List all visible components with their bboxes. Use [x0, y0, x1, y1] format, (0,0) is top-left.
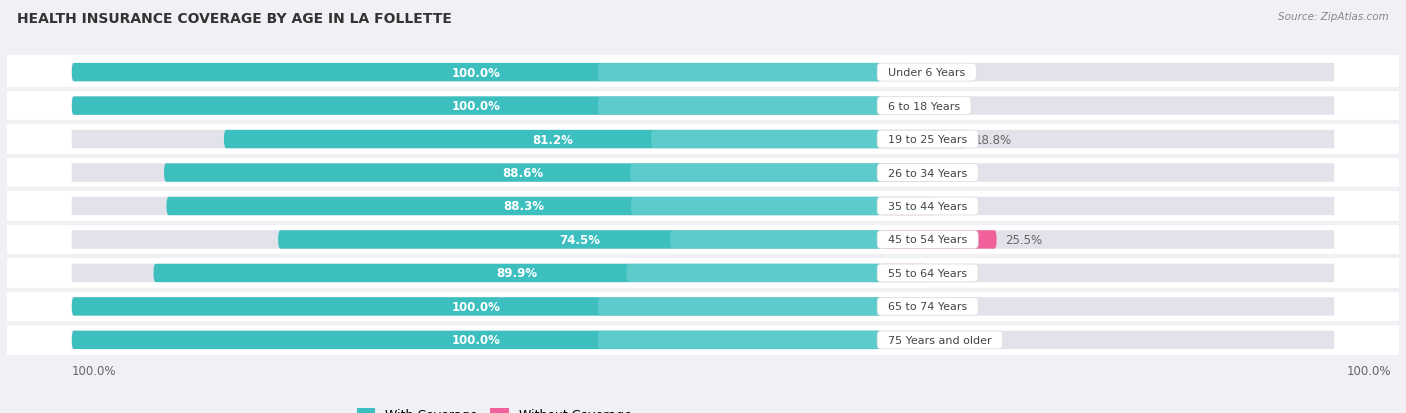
- FancyBboxPatch shape: [7, 323, 1399, 357]
- Text: 100.0%: 100.0%: [72, 364, 117, 377]
- FancyBboxPatch shape: [72, 131, 882, 149]
- Text: 74.5%: 74.5%: [560, 233, 600, 247]
- FancyBboxPatch shape: [882, 197, 934, 216]
- Text: 88.3%: 88.3%: [503, 200, 544, 213]
- FancyBboxPatch shape: [882, 131, 966, 149]
- Text: 89.9%: 89.9%: [496, 267, 538, 280]
- Text: HEALTH INSURANCE COVERAGE BY AGE IN LA FOLLETTE: HEALTH INSURANCE COVERAGE BY AGE IN LA F…: [17, 12, 451, 26]
- FancyBboxPatch shape: [882, 264, 927, 282]
- FancyBboxPatch shape: [165, 164, 882, 182]
- Text: 35 to 44 Years: 35 to 44 Years: [882, 202, 974, 211]
- FancyBboxPatch shape: [882, 297, 1334, 316]
- FancyBboxPatch shape: [72, 331, 882, 349]
- FancyBboxPatch shape: [72, 64, 882, 82]
- Text: 75 Years and older: 75 Years and older: [882, 335, 998, 345]
- FancyBboxPatch shape: [72, 297, 882, 316]
- FancyBboxPatch shape: [278, 231, 882, 249]
- FancyBboxPatch shape: [72, 331, 882, 349]
- FancyBboxPatch shape: [72, 297, 882, 316]
- Text: 0.0%: 0.0%: [889, 300, 918, 313]
- FancyBboxPatch shape: [882, 331, 1334, 349]
- FancyBboxPatch shape: [598, 64, 882, 82]
- FancyBboxPatch shape: [7, 123, 1399, 157]
- FancyBboxPatch shape: [72, 97, 882, 116]
- FancyBboxPatch shape: [7, 290, 1399, 323]
- FancyBboxPatch shape: [651, 131, 882, 149]
- FancyBboxPatch shape: [882, 231, 1334, 249]
- FancyBboxPatch shape: [882, 231, 997, 249]
- FancyBboxPatch shape: [598, 331, 882, 349]
- FancyBboxPatch shape: [7, 223, 1399, 256]
- FancyBboxPatch shape: [671, 231, 882, 249]
- FancyBboxPatch shape: [882, 97, 1334, 116]
- Text: 10.1%: 10.1%: [935, 267, 972, 280]
- FancyBboxPatch shape: [7, 56, 1399, 90]
- Text: Source: ZipAtlas.com: Source: ZipAtlas.com: [1278, 12, 1389, 22]
- Legend: With Coverage, Without Coverage: With Coverage, Without Coverage: [352, 404, 637, 413]
- FancyBboxPatch shape: [882, 197, 1334, 216]
- FancyBboxPatch shape: [72, 231, 882, 249]
- FancyBboxPatch shape: [72, 164, 882, 182]
- Text: 11.5%: 11.5%: [941, 166, 979, 180]
- FancyBboxPatch shape: [72, 264, 882, 282]
- FancyBboxPatch shape: [72, 97, 882, 116]
- FancyBboxPatch shape: [882, 131, 1334, 149]
- Text: 0.0%: 0.0%: [889, 334, 918, 347]
- Text: 65 to 74 Years: 65 to 74 Years: [882, 301, 974, 312]
- Text: 18.8%: 18.8%: [974, 133, 1011, 146]
- FancyBboxPatch shape: [7, 157, 1399, 190]
- FancyBboxPatch shape: [7, 90, 1399, 123]
- FancyBboxPatch shape: [7, 190, 1399, 223]
- FancyBboxPatch shape: [224, 131, 882, 149]
- Text: 100.0%: 100.0%: [451, 66, 501, 79]
- FancyBboxPatch shape: [627, 264, 882, 282]
- FancyBboxPatch shape: [166, 197, 882, 216]
- Text: 55 to 64 Years: 55 to 64 Years: [882, 268, 974, 278]
- Text: Under 6 Years: Under 6 Years: [882, 68, 973, 78]
- Text: 88.6%: 88.6%: [502, 166, 543, 180]
- FancyBboxPatch shape: [882, 164, 1334, 182]
- FancyBboxPatch shape: [630, 164, 882, 182]
- Text: 100.0%: 100.0%: [451, 300, 501, 313]
- FancyBboxPatch shape: [598, 97, 882, 116]
- FancyBboxPatch shape: [153, 264, 882, 282]
- Text: 0.0%: 0.0%: [889, 100, 918, 113]
- Text: 0.0%: 0.0%: [889, 66, 918, 79]
- Text: 26 to 34 Years: 26 to 34 Years: [882, 168, 974, 178]
- Text: 19 to 25 Years: 19 to 25 Years: [882, 135, 974, 145]
- FancyBboxPatch shape: [598, 297, 882, 316]
- FancyBboxPatch shape: [882, 64, 1334, 82]
- Text: 45 to 54 Years: 45 to 54 Years: [882, 235, 974, 245]
- Text: 100.0%: 100.0%: [1347, 364, 1391, 377]
- Text: 100.0%: 100.0%: [451, 100, 501, 113]
- Text: 25.5%: 25.5%: [1005, 233, 1042, 247]
- Text: 6 to 18 Years: 6 to 18 Years: [882, 101, 967, 112]
- FancyBboxPatch shape: [631, 197, 882, 216]
- Text: 81.2%: 81.2%: [531, 133, 572, 146]
- FancyBboxPatch shape: [882, 264, 1334, 282]
- FancyBboxPatch shape: [72, 64, 882, 82]
- Text: 100.0%: 100.0%: [451, 334, 501, 347]
- FancyBboxPatch shape: [72, 197, 882, 216]
- Text: 11.7%: 11.7%: [942, 200, 980, 213]
- FancyBboxPatch shape: [882, 164, 934, 182]
- FancyBboxPatch shape: [7, 256, 1399, 290]
